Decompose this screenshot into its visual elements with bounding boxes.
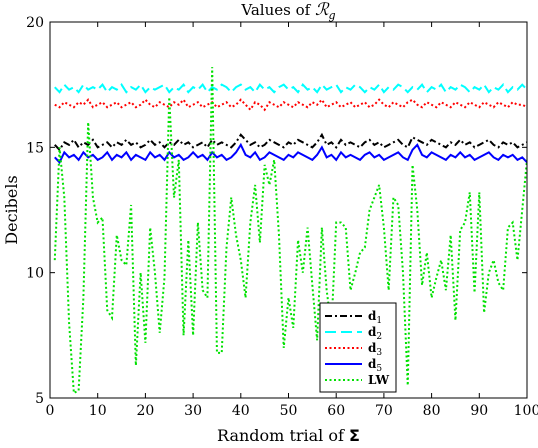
- axis-ticks: [49, 21, 528, 399]
- legend-label: d5: [368, 357, 382, 374]
- legend-label-subscript: 1: [376, 316, 382, 326]
- x-axis-label-text: Random trial of: [217, 426, 349, 445]
- legend-label-subscript: 3: [376, 348, 382, 358]
- legend-label: d1: [368, 309, 382, 326]
- x-axis-label-math: Σ: [349, 426, 360, 445]
- x-tick-label: 0: [46, 403, 55, 419]
- x-tick-label: 30: [184, 403, 202, 419]
- plot-frame: [49, 21, 528, 399]
- chart-title-math: ℛ: [315, 0, 330, 20]
- legend-label: d2: [368, 325, 382, 342]
- y-tick-label: 20: [26, 15, 44, 31]
- legend-label-main: d: [368, 341, 377, 355]
- legend-label-main: d: [368, 309, 377, 323]
- series-line-2: [54, 83, 527, 94]
- x-tick-label: 90: [470, 403, 488, 419]
- series-line-5: [54, 142, 527, 165]
- y-axis-label: Decibels: [2, 175, 21, 244]
- x-tick-label: 10: [89, 403, 107, 419]
- legend-label-main: LW: [368, 373, 390, 387]
- legend-label-subscript: 5: [376, 364, 382, 374]
- x-tick-label: 100: [514, 403, 538, 419]
- legend-label: LW: [368, 373, 390, 387]
- x-tick-label: 20: [136, 403, 154, 419]
- y-tick-label: 10: [26, 266, 44, 282]
- legend-label-subscript: 2: [376, 332, 382, 342]
- x-axis-label: Random trial of Σ: [217, 426, 360, 445]
- legend-label: d3: [368, 341, 382, 358]
- legend-label-main: d: [368, 325, 377, 339]
- chart-title-subscript: g: [329, 9, 336, 22]
- x-tick-label: 60: [327, 403, 345, 419]
- x-tick-label: 70: [375, 403, 393, 419]
- plot-lines: [53, 67, 527, 395]
- x-tick-label: 50: [280, 403, 298, 419]
- chart-title-text: Values of: [240, 1, 315, 19]
- series-line-lw: [53, 67, 527, 395]
- y-tick-label: 15: [26, 140, 44, 156]
- y-tick-label: 5: [35, 391, 44, 407]
- x-tick-label: 80: [423, 403, 441, 419]
- legend-label-main: d: [368, 357, 377, 371]
- x-tick-label: 40: [232, 403, 250, 419]
- series-line-1: [54, 132, 527, 152]
- chart-title: Values of ℛg: [240, 0, 335, 22]
- series-line-3: [54, 98, 527, 112]
